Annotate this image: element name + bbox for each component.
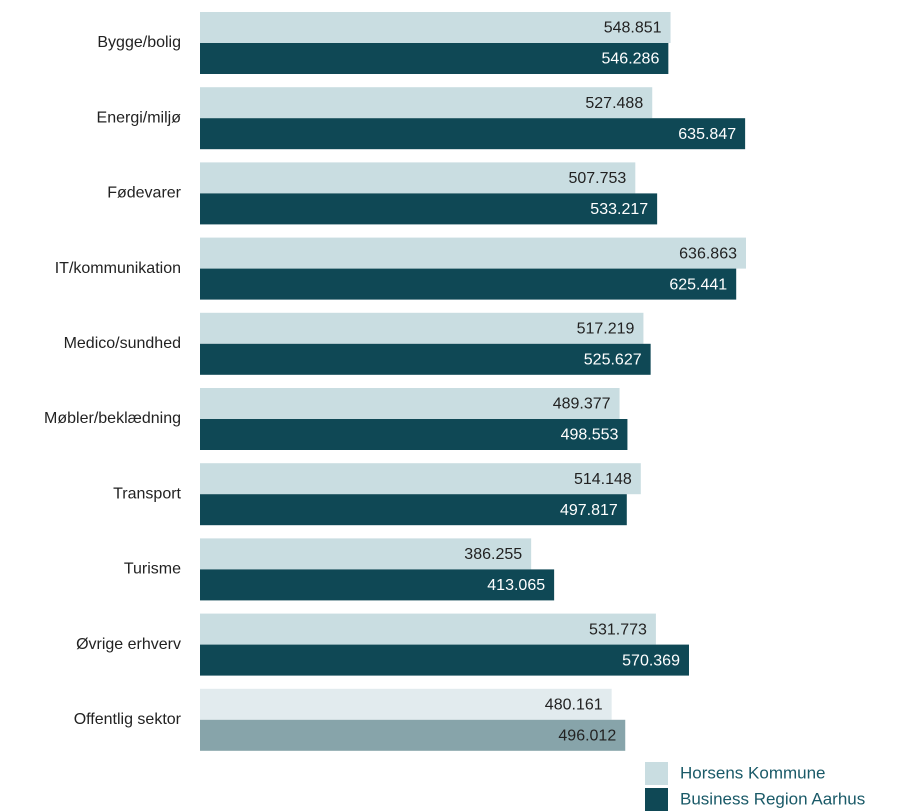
value-label: 386.255	[464, 546, 522, 563]
category-label: Offentlig sektor	[74, 711, 182, 728]
value-label: 531.773	[589, 621, 647, 638]
bar	[200, 538, 532, 570]
category-label: Transport	[113, 485, 181, 502]
value-label: 635.847	[678, 126, 736, 143]
value-label: 533.217	[590, 201, 648, 218]
bar	[200, 312, 644, 344]
bar	[200, 118, 746, 150]
value-label: 527.488	[585, 95, 643, 112]
bar	[200, 87, 653, 119]
value-label: 517.219	[577, 321, 635, 338]
bar	[200, 688, 612, 720]
category-label: Energi/miljø	[97, 109, 182, 126]
value-label: 546.286	[602, 51, 660, 68]
value-label: 498.553	[561, 427, 619, 444]
value-label: 570.369	[622, 652, 680, 669]
legend-swatch	[645, 762, 668, 785]
category-label: Bygge/bolig	[97, 34, 181, 51]
value-label: 489.377	[553, 396, 611, 413]
bar	[200, 494, 627, 526]
value-label: 496.012	[558, 728, 616, 745]
category-label: IT/kommunikation	[55, 260, 181, 277]
bar	[200, 237, 746, 269]
value-label: 507.753	[568, 170, 626, 187]
value-label: 548.851	[604, 20, 662, 37]
bar	[200, 569, 555, 601]
category-label: Medico/sundhed	[64, 335, 181, 352]
legend-label: Horsens Kommune	[680, 763, 826, 782]
bar	[200, 613, 656, 645]
category-label: Møbler/beklædning	[44, 410, 181, 427]
bar	[200, 419, 628, 450]
value-label: 525.627	[584, 352, 642, 369]
value-label: 514.148	[574, 471, 632, 488]
bar	[200, 268, 737, 300]
bar	[200, 388, 620, 419]
bar	[200, 644, 689, 676]
value-label: 413.065	[487, 577, 545, 594]
value-label: 625.441	[669, 276, 727, 293]
bar	[200, 463, 641, 495]
bar	[200, 719, 626, 751]
category-label: Turisme	[124, 561, 181, 578]
value-label: 497.817	[560, 502, 618, 519]
value-label: 636.863	[679, 245, 737, 262]
legend: Horsens Kommune Business Region Aarhus	[645, 762, 865, 811]
bar	[200, 193, 658, 225]
bar	[200, 12, 671, 43]
category-label: Øvrige erhverv	[76, 636, 181, 653]
legend-swatch	[645, 788, 668, 811]
bar	[200, 343, 651, 375]
category-label: Fødevarer	[107, 185, 181, 202]
bar	[200, 43, 669, 74]
value-label: 480.161	[545, 697, 603, 714]
bar	[200, 162, 636, 194]
legend-label: Business Region Aarhus	[680, 789, 865, 808]
